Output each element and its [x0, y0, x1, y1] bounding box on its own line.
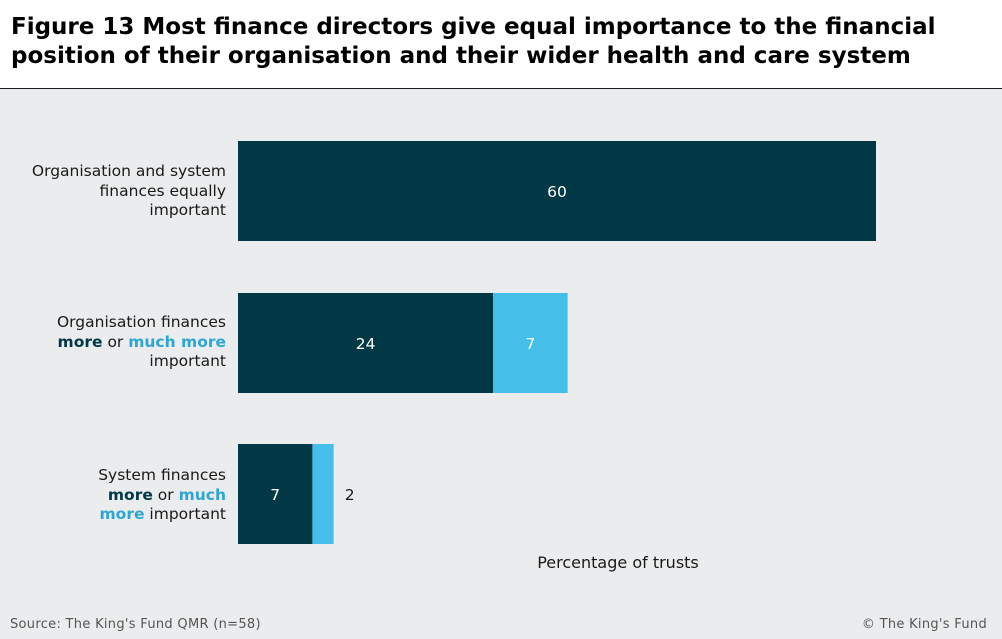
- much-more-highlight: much more: [128, 332, 226, 351]
- category-label-line: more or much: [98, 486, 226, 506]
- bar-more-1: [238, 141, 876, 241]
- more-highlight-light: more: [99, 505, 145, 523]
- category-label-line: more or much more: [57, 333, 226, 353]
- category-label-line: important: [149, 201, 226, 219]
- bar-chart: 60 24 7 7 2: [238, 141, 876, 544]
- x-axis-label: Percentage of trusts: [537, 553, 699, 572]
- category-label-organisation: Organisation finances more or much more …: [57, 313, 226, 372]
- important-text: important: [144, 505, 226, 523]
- category-label-line: Organisation and system: [31, 162, 226, 180]
- header: Figure 13 Most finance directors give eq…: [0, 0, 1002, 89]
- data-label-more-3: 7: [270, 486, 280, 504]
- chart-title: Figure 13 Most finance directors give eq…: [11, 14, 936, 69]
- data-label-more-1: 60: [547, 183, 567, 201]
- bar-more-3: [238, 444, 313, 544]
- data-label-much-more-2: 7: [525, 335, 535, 353]
- copyright-note: © The King's Fund: [861, 617, 987, 632]
- category-label-system: System finances more or much more import…: [98, 466, 226, 525]
- data-label-much-more-3: 2: [345, 486, 355, 504]
- much-highlight: much: [178, 485, 226, 504]
- category-label-line: more important: [98, 505, 226, 525]
- bar-much-more-2: [493, 293, 568, 393]
- more-highlight: more: [107, 485, 153, 504]
- data-label-more-2: 24: [356, 335, 376, 353]
- category-label-line: important: [149, 352, 226, 370]
- category-label-line: Organisation finances: [56, 313, 226, 331]
- or-text: or: [102, 332, 129, 351]
- bar-more-2: [238, 293, 494, 393]
- category-label-line: finances equally: [99, 181, 226, 200]
- source-note: Source: The King's Fund QMR (n=58): [10, 617, 261, 632]
- or-text: or: [152, 485, 179, 504]
- category-label-line: System finances: [98, 466, 226, 484]
- bar-much-more-3: [312, 444, 334, 544]
- category-label-equal: Organisation and system finances equally…: [32, 162, 226, 221]
- more-highlight: more: [57, 332, 103, 351]
